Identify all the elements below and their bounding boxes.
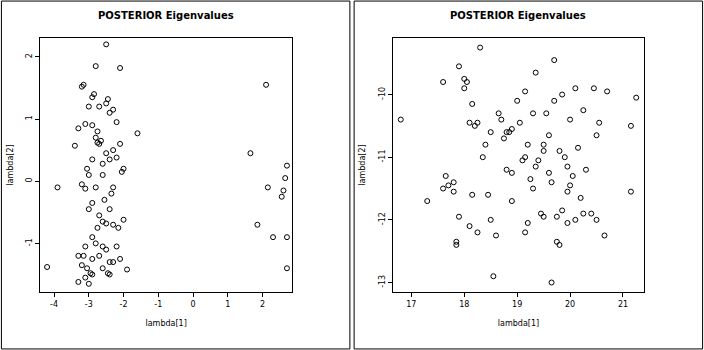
svg-text:19: 19 xyxy=(512,300,522,309)
svg-text:POSTERIOR Eigenvalues: POSTERIOR Eigenvalues xyxy=(450,10,586,21)
svg-text:lambda[2]: lambda[2] xyxy=(358,144,367,185)
svg-text:-1: -1 xyxy=(25,238,34,246)
svg-text:-13: -13 xyxy=(378,275,387,288)
svg-text:POSTERIOR Eigenvalues: POSTERIOR Eigenvalues xyxy=(98,10,234,21)
svg-text:21: 21 xyxy=(618,300,628,309)
svg-text:lambda[2]: lambda[2] xyxy=(6,144,15,185)
svg-text:-2: -2 xyxy=(120,300,128,309)
svg-text:-3: -3 xyxy=(85,300,93,309)
svg-text:-12: -12 xyxy=(378,212,387,225)
svg-text:-1: -1 xyxy=(154,300,162,309)
svg-text:-10: -10 xyxy=(378,87,387,100)
svg-text:20: 20 xyxy=(565,300,575,309)
svg-text:1: 1 xyxy=(25,115,34,120)
svg-text:0: 0 xyxy=(25,177,34,182)
svg-text:1: 1 xyxy=(225,300,230,309)
svg-text:0: 0 xyxy=(191,300,196,309)
svg-text:lambda[1]: lambda[1] xyxy=(145,319,186,328)
svg-text:2: 2 xyxy=(260,300,265,309)
svg-text:17: 17 xyxy=(406,300,416,309)
svg-text:-4: -4 xyxy=(50,300,58,309)
svg-text:-11: -11 xyxy=(378,149,387,162)
svg-text:18: 18 xyxy=(459,300,469,309)
svg-text:2: 2 xyxy=(25,53,34,58)
svg-text:lambda[1]: lambda[1] xyxy=(498,319,539,328)
